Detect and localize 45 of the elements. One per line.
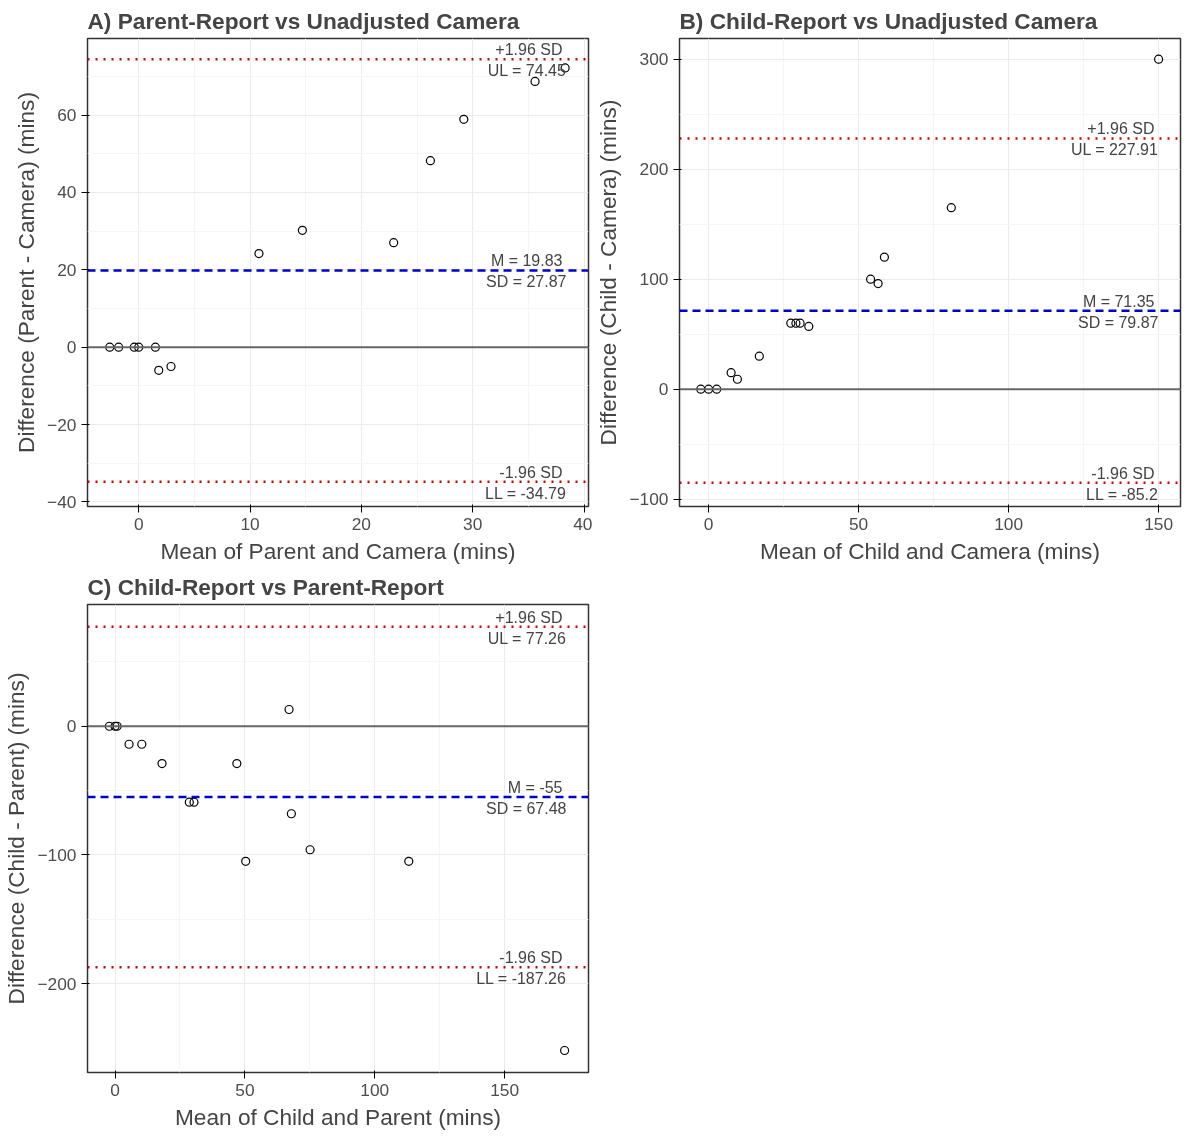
y-tick-label: 0 (658, 379, 669, 400)
y-tick-label: 200 (639, 159, 669, 180)
x-tick-label: 0 (703, 513, 714, 534)
x-tick-label: 0 (133, 513, 144, 534)
ref-line-label: +1.96 SD UL = 74.45 (487, 41, 567, 80)
x-tick-label: 150 (1144, 513, 1174, 534)
y-tick-label: 300 (639, 49, 669, 70)
y-tick-label: 0 (66, 337, 77, 358)
y-tick-label: −100 (37, 844, 77, 865)
ref-line-label: +1.96 SD UL = 227.91 (1070, 120, 1159, 159)
x-tick-label: 50 (235, 1079, 255, 1100)
y-axis-title: Difference (Child - Parent) (mins) (3, 672, 30, 1005)
x-tick-label: 10 (240, 513, 260, 534)
y-tick-label: −100 (629, 489, 669, 510)
y-tick-label: −200 (37, 973, 77, 994)
y-tick-label: −40 (47, 491, 77, 512)
ref-line-label: +1.96 SD UL = 77.26 (487, 608, 567, 647)
y-axis-title: Difference (Child - Camera) (mins) (595, 99, 622, 446)
y-axis-title: Difference (Parent - Camera) (mins) (13, 92, 40, 453)
ref-line-label: M = -55 SD = 67.48 (486, 779, 567, 817)
x-tick-label: 20 (351, 513, 372, 534)
y-tick-label: 20 (57, 259, 77, 280)
x-tick-label: 50 (848, 513, 869, 534)
chart-title: C) Child-Report vs Parent-Report (87, 573, 445, 600)
y-tick-label: −20 (47, 414, 77, 435)
chart-title: B) Child-Report vs Unadjusted Camera (679, 7, 1098, 34)
x-axis-title: Mean of Child and Camera (mins) (760, 537, 1100, 564)
x-tick-label: 100 (360, 1079, 390, 1100)
x-tick-label: 40 (573, 513, 593, 534)
ref-line-label: -1.96 SD LL = -187.26 (476, 949, 567, 988)
x-tick-label: 0 (110, 1079, 120, 1100)
y-tick-label: 60 (57, 105, 77, 126)
ref-line-label: -1.96 SD LL = -34.79 (485, 463, 567, 502)
ref-line-label: M = 71.35 SD = 79.87 (1078, 292, 1159, 331)
chart-title: A) Parent-Report vs Unadjusted Camera (87, 7, 520, 34)
ref-line-label: M = 19.83 SD = 27.87 (486, 252, 567, 291)
y-tick-label: 40 (57, 182, 77, 203)
y-tick-label: 100 (639, 269, 669, 290)
ref-line-label: -1.96 SD LL = -85.2 (1086, 464, 1159, 503)
x-axis-title: Mean of Parent and Camera (mins) (160, 537, 516, 564)
y-tick-label: 0 (66, 716, 77, 737)
x-tick-label: 150 (490, 1079, 520, 1100)
x-axis-title: Mean of Child and Parent (mins) (174, 1103, 502, 1130)
x-tick-label: 100 (994, 513, 1024, 534)
x-tick-label: 30 (463, 513, 483, 534)
